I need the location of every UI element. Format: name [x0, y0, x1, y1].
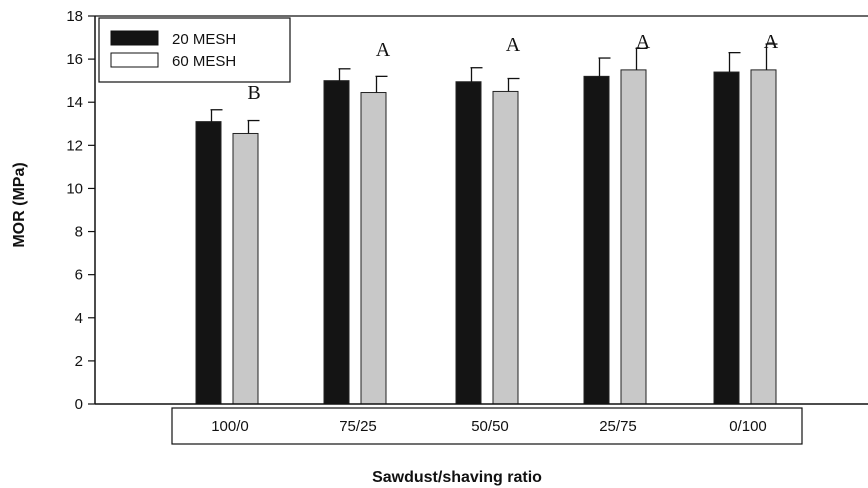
x-category-label: 25/75 [599, 418, 637, 435]
bar-60-mesh [750, 69, 777, 405]
bar-60-mesh [492, 90, 519, 405]
x-category-label: 100/0 [211, 418, 249, 435]
legend-label-60-mesh: 60 MESH [172, 53, 236, 70]
x-category-label: 75/25 [339, 418, 377, 435]
bar-20-mesh [323, 80, 350, 405]
legend-box [98, 17, 291, 83]
axes-layer [94, 15, 868, 405]
y-tick-label: 16 [66, 51, 83, 68]
bar-60-mesh [620, 69, 647, 405]
significance-letter: B [247, 82, 260, 104]
y-axis-title: MOR (MPa) [11, 162, 28, 247]
significance-letter: A [506, 34, 521, 56]
category-label-box [171, 407, 803, 445]
y-tick-label: 10 [66, 180, 83, 197]
y-tick-label: 12 [66, 137, 83, 154]
bar-20-mesh [713, 71, 740, 405]
y-tick-label: 6 [75, 267, 83, 284]
significance-letter: A [764, 31, 779, 53]
y-tick-label: 2 [75, 353, 83, 370]
bars-layer [195, 43, 778, 405]
y-tick-label: 4 [75, 310, 83, 327]
bar-20-mesh [455, 81, 482, 405]
significance-letter: A [376, 39, 391, 61]
significance-letters: B A A A A [247, 31, 778, 104]
legend-label-20-mesh: 20 MESH [172, 31, 236, 48]
y-tick-label: 18 [66, 8, 83, 25]
bar-20-mesh [583, 75, 610, 405]
significance-letter: A [636, 31, 651, 53]
legend: 20 MESH 60 MESH [98, 17, 291, 83]
y-tick-label: 0 [75, 396, 83, 413]
x-category-label: 50/50 [471, 418, 509, 435]
y-ticks: 0 2 4 6 8 10 12 14 16 18 [66, 8, 95, 413]
y-tick-label: 14 [66, 94, 83, 111]
y-tick-label: 8 [75, 224, 83, 241]
bar-20-mesh [195, 121, 222, 405]
x-category-box: 100/0 75/25 50/50 25/75 0/100 [171, 407, 803, 445]
x-axis-title: Sawdust/shaving ratio [372, 469, 542, 486]
bar-60-mesh [360, 92, 387, 405]
legend-swatch-20-mesh [110, 30, 159, 46]
x-category-label: 0/100 [729, 418, 767, 435]
legend-swatch-60-mesh [110, 52, 159, 68]
bar-60-mesh [232, 132, 259, 405]
